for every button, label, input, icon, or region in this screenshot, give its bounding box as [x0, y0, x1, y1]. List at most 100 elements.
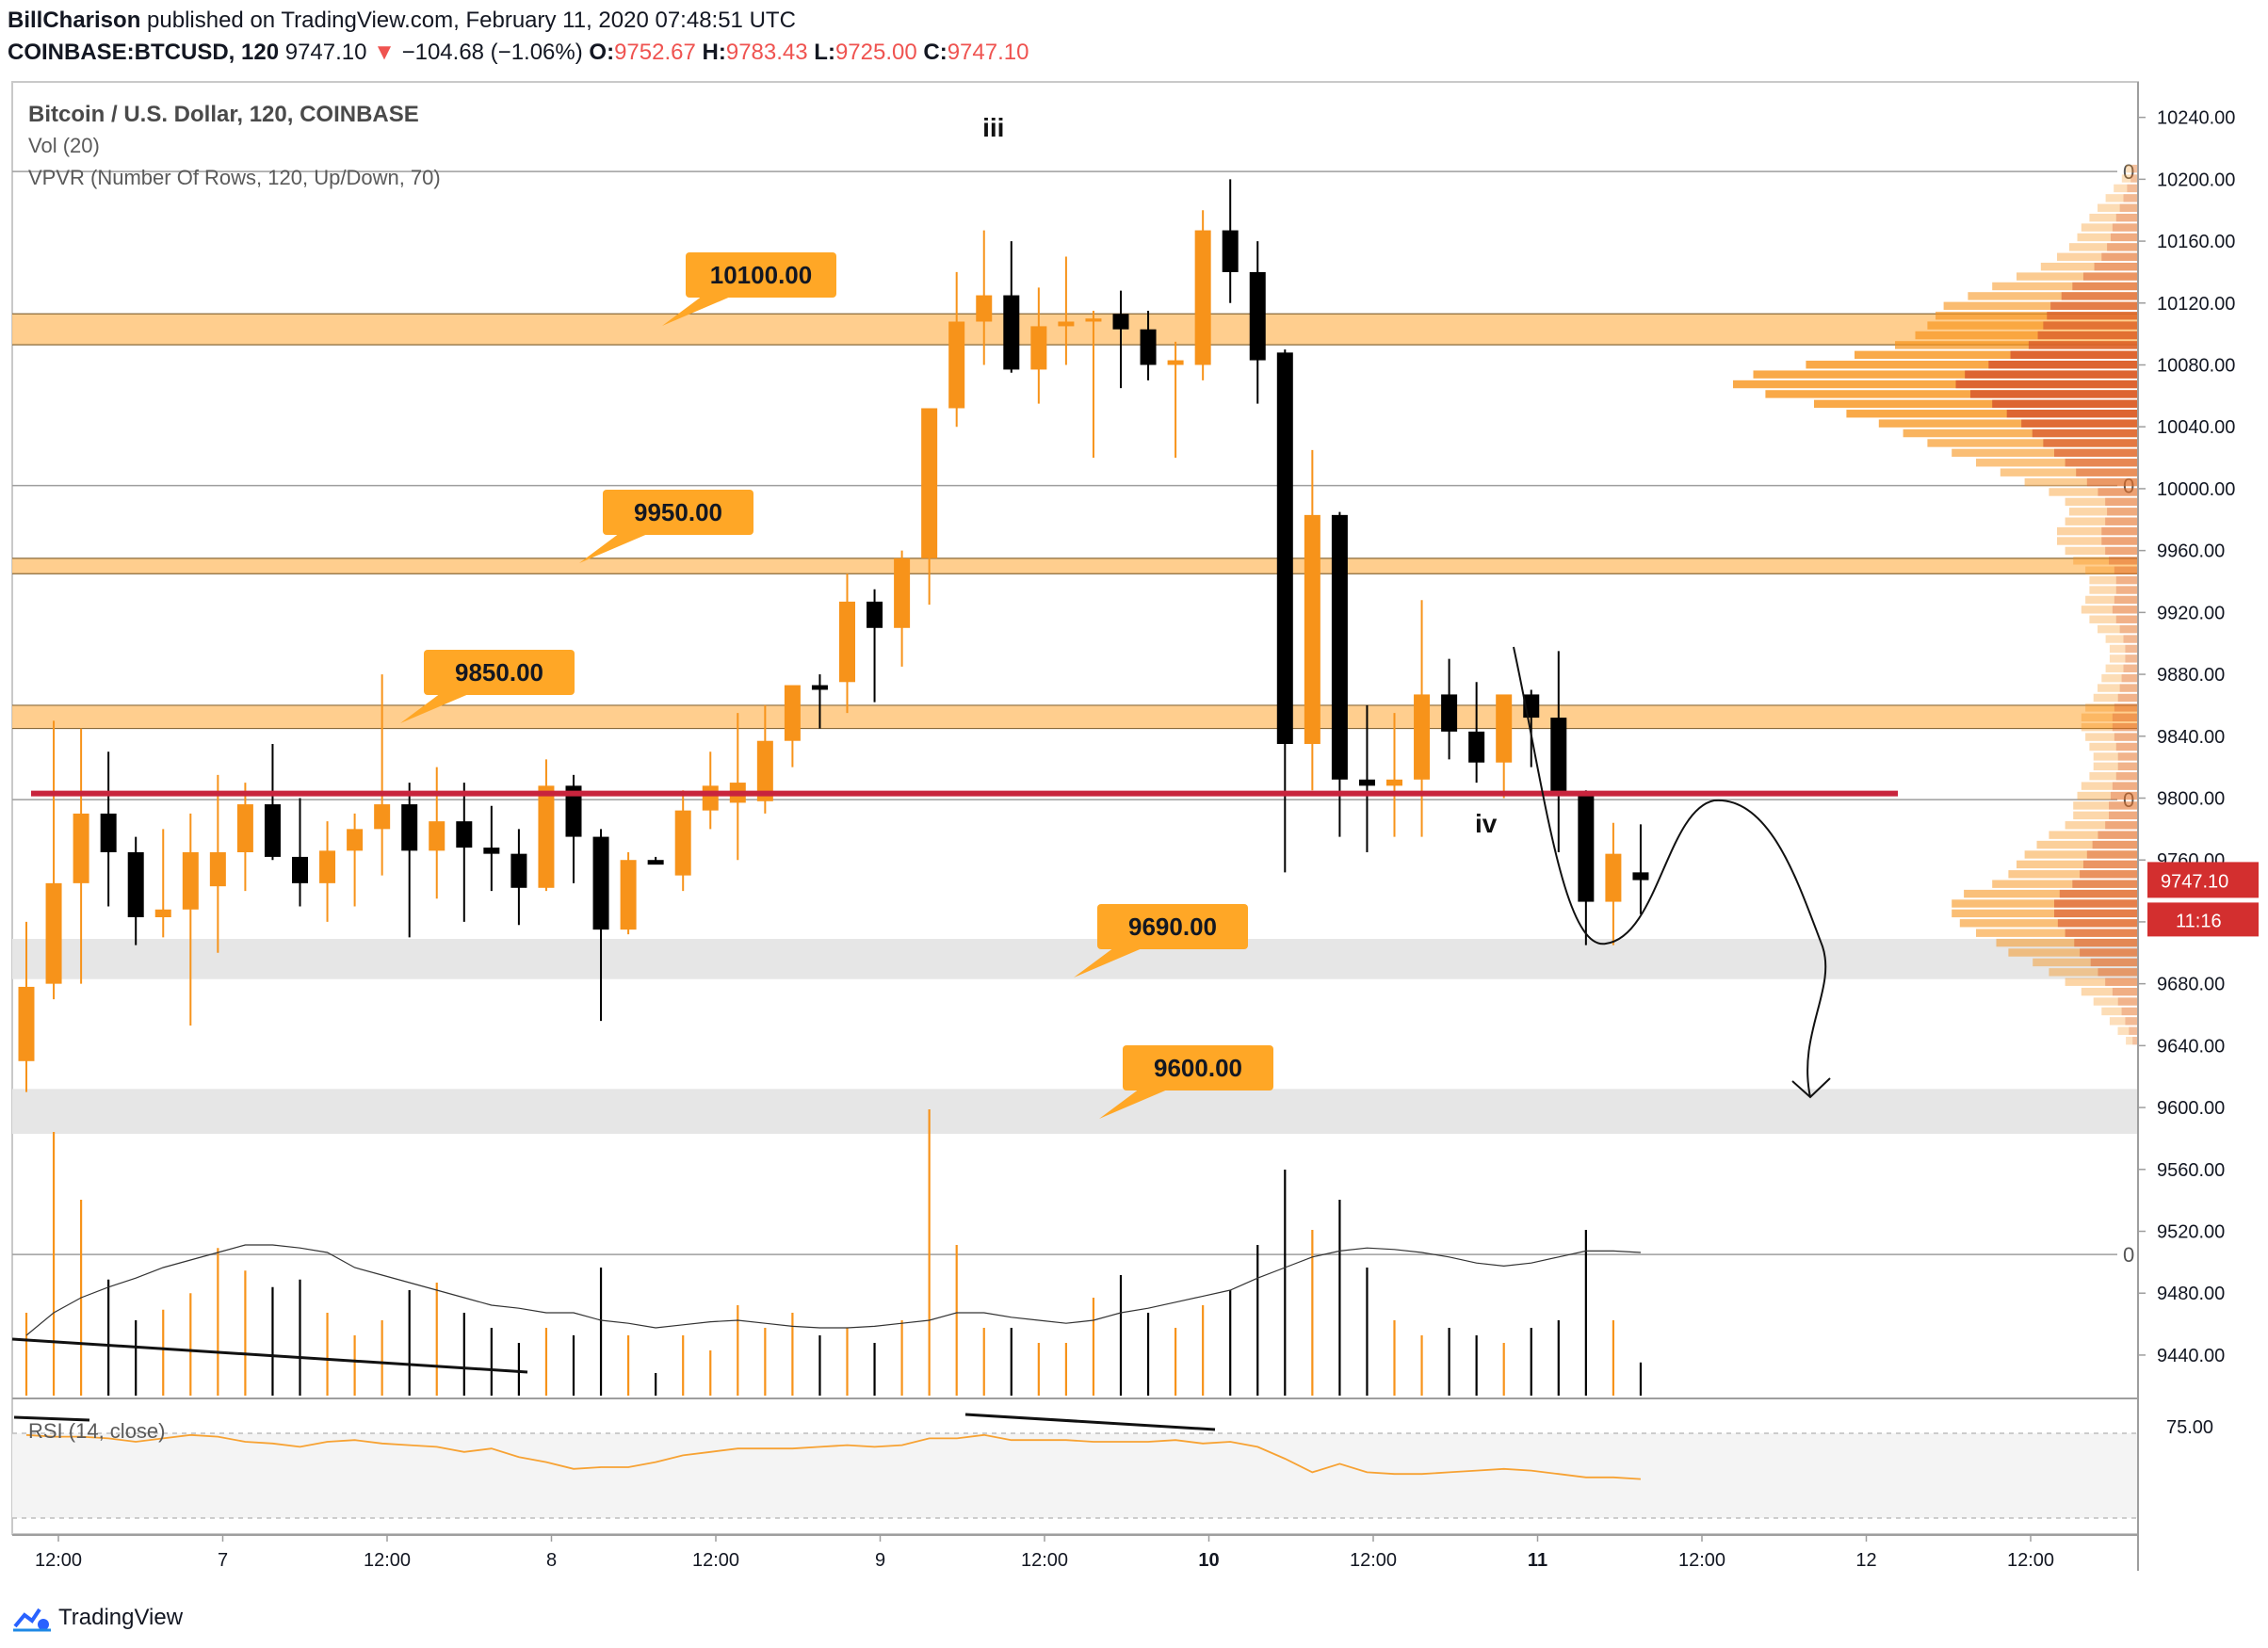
time-tick-label[interactable]: 12:00	[692, 1550, 739, 1571]
candle-body[interactable]	[1030, 326, 1047, 370]
price-tick-label[interactable]: 10200.00	[2157, 170, 2235, 190]
candle-body[interactable]	[1496, 694, 1513, 763]
axes-layer[interactable]: 10240.00 10200.00 10160.00 10120.00 10080.00…	[12, 82, 2259, 1571]
candle-body[interactable]	[620, 860, 637, 930]
price-tick-label[interactable]: 10000.00	[2157, 479, 2235, 500]
candle-body[interactable]	[1358, 779, 1375, 786]
candle-body[interactable]	[839, 601, 855, 683]
time-tick-label[interactable]: 9	[875, 1550, 885, 1571]
candle-body[interactable]	[756, 740, 773, 801]
candle-body[interactable]	[1468, 731, 1485, 763]
candle-body[interactable]	[1222, 230, 1239, 272]
candle-body[interactable]	[702, 785, 719, 811]
price-tick-label[interactable]: 10120.00	[2157, 294, 2235, 315]
zone-label[interactable]: 9950.00	[634, 498, 722, 526]
candle-body[interactable]	[483, 848, 500, 854]
candle-body[interactable]	[1194, 230, 1211, 365]
candle-body[interactable]	[1140, 329, 1157, 365]
time-tick-label[interactable]: 12:00	[364, 1550, 411, 1571]
candle-body[interactable]	[18, 986, 35, 1061]
price-tick-label[interactable]: 9560.00	[2157, 1160, 2225, 1181]
author-name[interactable]: BillCharison	[8, 8, 141, 33]
candle-body[interactable]	[1578, 793, 1595, 902]
legend-vol[interactable]: Vol (20)	[28, 134, 100, 157]
candle-body[interactable]	[127, 852, 144, 917]
candle-body[interactable]	[1550, 718, 1567, 794]
price-tick-label[interactable]: 9600.00	[2157, 1098, 2225, 1119]
zone-label[interactable]: 9600.00	[1154, 1054, 1242, 1082]
candle-body[interactable]	[1386, 779, 1402, 786]
candle-body[interactable]	[45, 882, 62, 984]
price-tick-label[interactable]: 9440.00	[2157, 1346, 2225, 1366]
zone-label[interactable]: 9850.00	[455, 658, 543, 687]
time-tick-label[interactable]: 12:00	[1678, 1550, 1725, 1571]
candle-body[interactable]	[674, 810, 691, 876]
time-tick-label[interactable]: 12:00	[2007, 1550, 2054, 1571]
price-tick-label[interactable]: 10080.00	[2157, 356, 2235, 377]
time-tick-label[interactable]: 10	[1198, 1550, 1219, 1571]
candle-body[interactable]	[1414, 694, 1431, 780]
time-tick-label[interactable]: 8	[546, 1550, 557, 1571]
time-tick-label[interactable]: 12	[1855, 1550, 1876, 1571]
zone-label[interactable]: 9690.00	[1128, 913, 1217, 941]
candle-body[interactable]	[374, 804, 391, 830]
price-tick-label[interactable]: 9880.00	[2157, 665, 2225, 686]
candle-body[interactable]	[894, 557, 911, 628]
candle-body[interactable]	[784, 685, 801, 741]
time-tick-label[interactable]: 7	[218, 1550, 228, 1571]
candle-body[interactable]	[538, 785, 555, 888]
time-tick-label[interactable]: 12:00	[35, 1550, 82, 1571]
candle-body[interactable]	[401, 804, 418, 851]
price-tick-label[interactable]: 9520.00	[2157, 1222, 2225, 1243]
candle-body[interactable]	[1632, 872, 1649, 881]
candle-body[interactable]	[976, 295, 993, 322]
time-tick-label[interactable]: 12:00	[1021, 1550, 1068, 1571]
price-tick-label[interactable]: 9800.00	[2157, 789, 2225, 810]
candle-body[interactable]	[867, 601, 883, 628]
candle-body[interactable]	[347, 829, 364, 851]
legend-rsi[interactable]: RSI (14, close)	[28, 1419, 166, 1443]
price-tick-label[interactable]: 9840.00	[2157, 727, 2225, 748]
zone-label[interactable]: 10100.00	[710, 261, 812, 289]
candle-body[interactable]	[236, 804, 253, 852]
candle-body[interactable]	[1249, 271, 1266, 361]
candle-body[interactable]	[592, 836, 609, 930]
legend-vpvr[interactable]: VPVR (Number Of Rows, 120, Up/Down, 70)	[28, 166, 441, 189]
candle-body[interactable]	[565, 785, 582, 837]
candle-body[interactable]	[647, 860, 664, 865]
candle-body[interactable]	[811, 685, 828, 690]
candle-body[interactable]	[73, 813, 89, 883]
time-tick-label[interactable]: 11	[1528, 1550, 1547, 1571]
candle-body[interactable]	[264, 804, 281, 857]
candle-body[interactable]	[1112, 314, 1129, 330]
candle-body[interactable]	[1605, 853, 1622, 902]
candle-body[interactable]	[1058, 321, 1075, 327]
candle-body[interactable]	[154, 909, 171, 917]
price-tick-label[interactable]: 9640.00	[2157, 1036, 2225, 1057]
candle-body[interactable]	[429, 821, 446, 851]
candles-layer[interactable]	[18, 179, 1649, 1092]
candle-body[interactable]	[319, 850, 336, 883]
candle-body[interactable]	[100, 813, 117, 852]
candle-body[interactable]	[292, 856, 308, 883]
price-tick-label[interactable]: 9680.00	[2157, 975, 2225, 995]
legend-title[interactable]: Bitcoin / U.S. Dollar, 120, COINBASE	[28, 102, 419, 127]
candle-body[interactable]	[948, 321, 965, 409]
time-tick-label[interactable]: 12:00	[1350, 1550, 1397, 1571]
price-tick-label[interactable]: 10160.00	[2157, 232, 2235, 252]
candle-body[interactable]	[1304, 514, 1320, 744]
price-tick-label[interactable]: 9920.00	[2157, 603, 2225, 623]
candle-body[interactable]	[1003, 295, 1020, 370]
candle-body[interactable]	[1441, 694, 1458, 732]
price-tick-label[interactable]: 9960.00	[2157, 541, 2225, 562]
price-tick-label[interactable]: 10240.00	[2157, 108, 2235, 129]
candle-body[interactable]	[209, 852, 226, 887]
price-tick-label[interactable]: 9480.00	[2157, 1284, 2225, 1304]
candle-body[interactable]	[182, 852, 199, 910]
candle-body[interactable]	[1276, 352, 1293, 744]
candle-body[interactable]	[456, 821, 473, 848]
candle-body[interactable]	[1167, 360, 1184, 365]
candle-body[interactable]	[1331, 514, 1348, 780]
price-tick-label[interactable]: 10040.00	[2157, 417, 2235, 438]
